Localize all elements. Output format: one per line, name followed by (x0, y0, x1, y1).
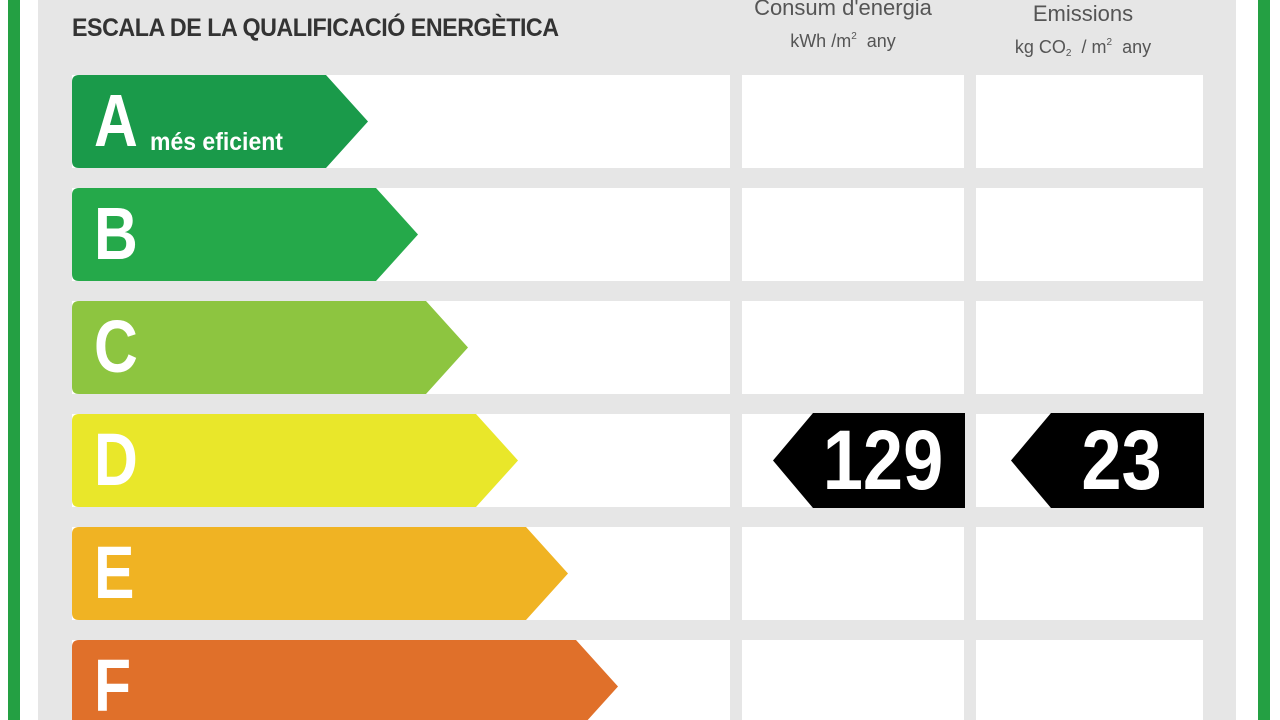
rating-arrow-b: B (72, 188, 418, 281)
rating-letter-d: D (94, 418, 138, 501)
emissions-heading: Emissions (1032, 1, 1134, 26)
rating-arrow-shape-f (72, 640, 618, 720)
emissions-column-header: Emissions kg CO2 / m2 any (978, 2, 1188, 67)
rating-arrow-d: D (72, 414, 518, 507)
rating-arrow-c: C (72, 301, 468, 394)
energy-value-tag: 129 (773, 413, 965, 508)
rating-letter-f: F (94, 644, 132, 720)
energy-cell-b (742, 188, 964, 281)
emissions-unit: kg CO2 / m2 any (1014, 37, 1152, 59)
rating-arrow-shape-c (72, 301, 468, 394)
rating-letter-a: A (94, 79, 138, 162)
emissions-value-tag: 23 (1011, 413, 1204, 508)
rating-arrow-fill-b (72, 188, 418, 281)
energy-value-tag-shape (773, 413, 965, 508)
energy-column-header: Consum d'energia kWh /m2 any (743, 0, 943, 54)
rating-arrow-fill-a (72, 75, 368, 168)
emissions-value-tag-shape (1011, 413, 1204, 508)
energy-cell-c (742, 301, 964, 394)
rating-letter-b: B (94, 192, 138, 275)
rating-arrow-shape-e (72, 527, 568, 620)
rating-arrow-shape-a (72, 75, 368, 168)
rating-letter-e: E (94, 531, 135, 614)
energy-cell-f (742, 640, 964, 720)
rating-arrow-fill-c (72, 301, 468, 394)
energy-heading: Consum d'energia (754, 0, 932, 20)
energy-cell-e (742, 527, 964, 620)
emissions-cell-b (976, 188, 1203, 281)
emissions-value-tag-fill (1011, 413, 1204, 508)
emissions-cell-a (976, 75, 1203, 168)
rating-arrow-e: E (72, 527, 568, 620)
emissions-cell-f (976, 640, 1203, 720)
rating-arrow-shape-b (72, 188, 418, 281)
label-title: ESCALA DE LA QUALIFICACIÓ ENERGÈTICA (72, 14, 559, 42)
emissions-value-tag-value: 23 (1081, 413, 1162, 507)
rating-sublabel-a: més eficient (150, 128, 283, 156)
rating-arrow-fill-e (72, 527, 568, 620)
frame-border-left (8, 0, 20, 720)
rating-arrow-fill-d (72, 414, 518, 507)
energy-value-tag-fill (773, 413, 965, 508)
emissions-cell-e (976, 527, 1203, 620)
energy-cell-a (742, 75, 964, 168)
energy-value-tag-value: 129 (822, 413, 944, 507)
rating-arrow-shape-d (72, 414, 518, 507)
rating-arrow-f: F (72, 640, 618, 720)
rating-arrow-fill-f (72, 640, 618, 720)
frame-border-right (1258, 0, 1270, 720)
rating-letter-c: C (94, 305, 138, 388)
energy-unit: kWh /m2 any (790, 31, 896, 51)
emissions-cell-c (976, 301, 1203, 394)
